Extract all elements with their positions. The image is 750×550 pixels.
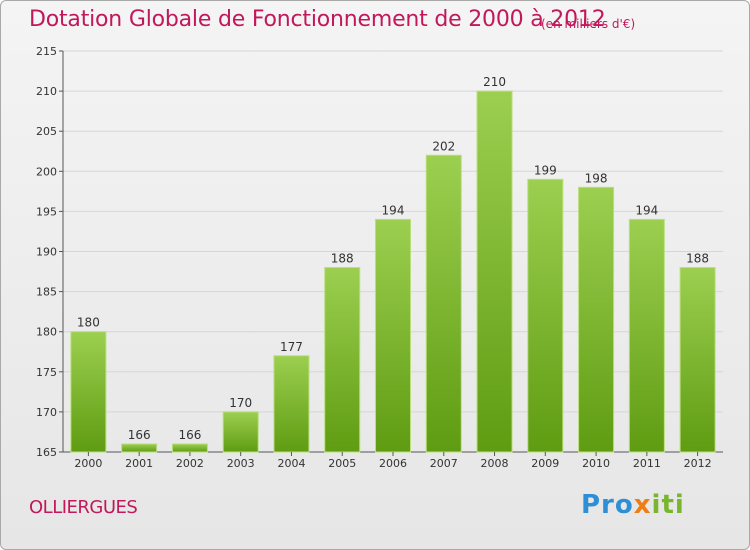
chart-title: Dotation Globale de Fonctionnement de 20… [29, 7, 606, 32]
y-tick-label: 185 [36, 286, 57, 299]
proxiti-logo: Proxiti [581, 490, 685, 520]
bar-2012 [679, 267, 716, 453]
bar-2003 [222, 411, 259, 453]
bar-2010 [578, 186, 615, 453]
x-tick-label-2002: 2002 [176, 457, 204, 470]
data-label-2011: 194 [635, 203, 658, 217]
bar-2006 [375, 218, 411, 453]
x-tick-label-2005: 2005 [328, 457, 356, 470]
bar-2009 [527, 178, 564, 453]
y-tick-label: 215 [36, 45, 57, 58]
bar-2004 [273, 355, 310, 453]
logo-part-1: Pro [581, 490, 634, 520]
x-tick-label-2001: 2001 [125, 457, 153, 470]
x-tick-label-2007: 2007 [430, 457, 458, 470]
y-tick-label: 210 [36, 85, 57, 98]
x-tick-label-2010: 2010 [582, 457, 610, 470]
bar-2002 [171, 443, 208, 453]
bar-2001 [121, 443, 158, 453]
data-label-2007: 202 [432, 139, 455, 153]
bar-2011 [628, 218, 665, 453]
x-tick-label-2009: 2009 [531, 457, 559, 470]
y-tick-label: 175 [36, 366, 57, 379]
data-label-2006: 194 [382, 203, 405, 217]
data-label-2005: 188 [331, 252, 354, 266]
data-label-2012: 188 [686, 252, 709, 266]
commune-name: OLLIERGUES [29, 497, 138, 518]
data-label-2003: 170 [229, 396, 252, 410]
y-tick-label: 195 [36, 205, 57, 218]
x-tick-label-2004: 2004 [277, 457, 305, 470]
data-label-2000: 180 [77, 316, 100, 330]
x-tick-label-2003: 2003 [227, 457, 255, 470]
x-tick-label-2000: 2000 [74, 457, 102, 470]
logo-part-2: x [633, 490, 652, 520]
data-label-2008: 210 [483, 75, 506, 89]
bar-2008 [476, 90, 513, 453]
y-tick-label: 170 [36, 406, 57, 419]
bar-2000 [70, 331, 107, 453]
y-tick-label: 200 [36, 165, 57, 178]
x-tick-label-2012: 2012 [684, 457, 712, 470]
unit-note: (en milliers d'€) [541, 17, 636, 31]
data-label-2010: 198 [585, 171, 608, 185]
data-label-2009: 199 [534, 163, 557, 177]
bar-2007 [425, 154, 462, 453]
logo-part-3: iti [651, 490, 685, 520]
x-tick-label-2011: 2011 [633, 457, 661, 470]
x-tick-label-2008: 2008 [481, 457, 509, 470]
data-label-2002: 166 [178, 428, 201, 442]
y-tick-label: 205 [36, 125, 57, 138]
data-label-2001: 166 [128, 428, 151, 442]
bar-2005 [324, 267, 361, 453]
y-tick-label: 165 [36, 446, 57, 459]
y-tick-label: 190 [36, 246, 57, 259]
data-label-2004: 177 [280, 340, 303, 354]
x-tick-label-2006: 2006 [379, 457, 407, 470]
y-tick-label: 180 [36, 326, 57, 339]
